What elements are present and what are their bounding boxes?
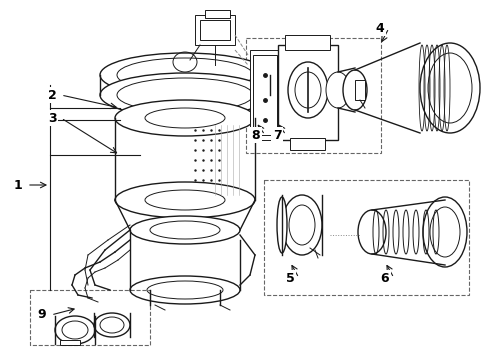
Bar — [30, 290, 150, 345]
Text: 6: 6 — [381, 271, 390, 284]
Ellipse shape — [117, 58, 253, 92]
Ellipse shape — [130, 216, 240, 244]
Ellipse shape — [145, 108, 225, 128]
Ellipse shape — [62, 321, 88, 339]
Text: 8: 8 — [252, 129, 260, 141]
Ellipse shape — [326, 72, 350, 108]
Ellipse shape — [150, 221, 220, 239]
Ellipse shape — [428, 53, 472, 123]
Bar — [250, 50, 280, 140]
Ellipse shape — [115, 182, 255, 218]
Ellipse shape — [130, 276, 240, 304]
Bar — [246, 38, 381, 153]
Text: 7: 7 — [272, 129, 281, 141]
Ellipse shape — [420, 43, 480, 133]
Bar — [285, 35, 330, 50]
Text: 4: 4 — [376, 22, 384, 35]
Ellipse shape — [94, 313, 130, 337]
Text: 3: 3 — [48, 112, 56, 125]
Ellipse shape — [295, 72, 321, 108]
Ellipse shape — [115, 100, 255, 136]
Ellipse shape — [100, 53, 270, 97]
Ellipse shape — [277, 197, 287, 253]
Ellipse shape — [423, 197, 467, 267]
Text: 5: 5 — [286, 271, 294, 284]
Bar — [278, 45, 338, 140]
Ellipse shape — [55, 316, 95, 344]
Ellipse shape — [289, 205, 315, 245]
Ellipse shape — [100, 73, 270, 117]
Ellipse shape — [288, 62, 328, 118]
Bar — [355, 80, 365, 100]
Text: 9: 9 — [38, 309, 47, 321]
Ellipse shape — [343, 70, 367, 110]
Text: 1: 1 — [14, 179, 23, 192]
Bar — [195, 15, 235, 45]
Ellipse shape — [430, 207, 460, 257]
Ellipse shape — [145, 190, 225, 210]
Ellipse shape — [358, 210, 386, 254]
Bar — [253, 55, 277, 135]
Bar — [264, 180, 469, 295]
Ellipse shape — [100, 317, 124, 333]
Bar — [205, 10, 230, 18]
Bar — [290, 138, 325, 150]
Text: 2: 2 — [48, 89, 56, 102]
Ellipse shape — [147, 281, 223, 299]
Ellipse shape — [282, 195, 322, 255]
Bar — [60, 340, 80, 345]
Ellipse shape — [117, 78, 253, 112]
Bar — [200, 20, 230, 40]
